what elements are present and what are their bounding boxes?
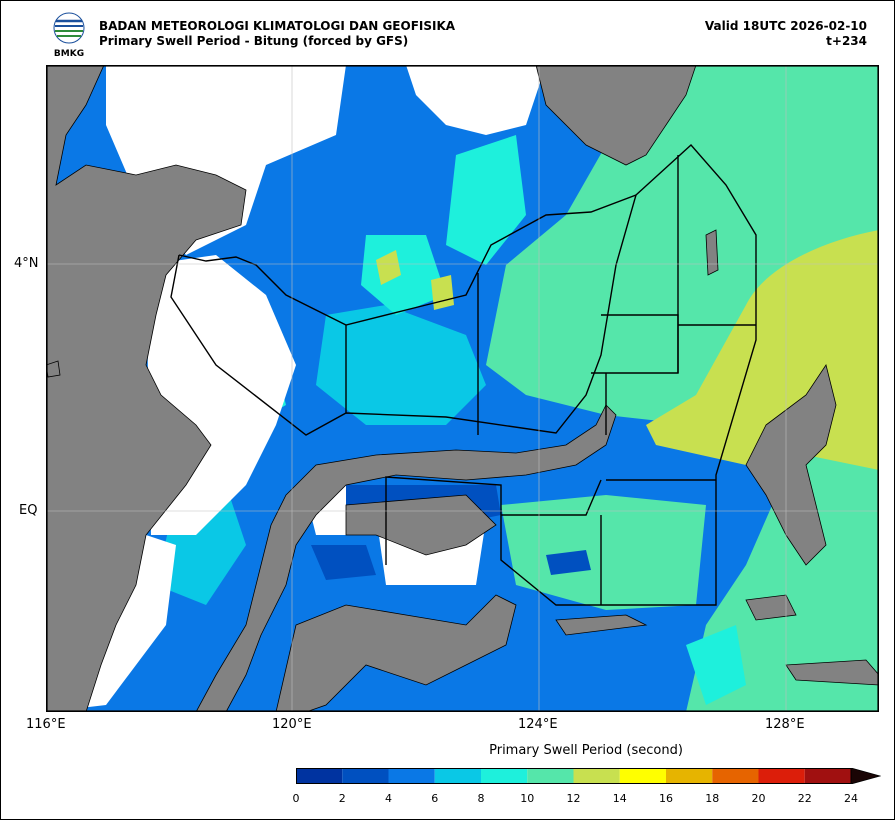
land-borneo [46,65,247,712]
colorbar-extend-arrow [850,768,881,784]
colorbar-segment [712,768,759,784]
colorbar-segment [758,768,805,784]
zone-12-14-small-1 [376,250,401,285]
x-tick-120: 120°E [272,717,312,732]
zone-10-12-east [486,65,879,712]
zone-2-4-tomini [311,545,376,580]
x-tick-128: 128°E [765,717,805,732]
colorbar-segment [434,768,481,784]
header-right: Valid 18UTC 2026-02-10 t+234 [705,19,867,49]
y-tick-4n: 4°N [14,256,39,271]
map-title: Primary Swell Period - Bitung (forced by… [99,34,409,48]
map-border [46,65,879,712]
land-mindanao [535,65,697,166]
zone-8-10-mid [361,235,446,315]
colorbar-border [296,768,852,784]
x-tick-116: 116°E [26,717,66,732]
colorbar-segment [342,768,389,784]
valid-time: Valid 18UTC 2026-02-10 [704,19,867,33]
land-layer [46,65,879,712]
colorbar-label: 4 [385,792,392,805]
colorbar-segment [388,768,435,784]
colorbar-label: 12 [566,792,581,805]
colorbar-title: Primary Swell Period (second) [489,743,683,758]
land-seram [785,659,879,686]
lead-time: t+234 [826,34,867,48]
colorbar-label: 0 [292,792,300,805]
colorbar-label: 10 [520,792,535,805]
land-sula [555,614,648,636]
colorbar-label: 8 [477,792,485,805]
zone-2-4-maluku [546,550,591,575]
colorbar-segment [481,768,528,784]
colorbar-segment [666,768,713,784]
colorbar-label: 2 [338,792,346,805]
swell-period-map [46,65,879,712]
colorbar-label: 18 [705,792,720,805]
zone-8-10-nw [446,135,526,265]
colorbar-label: 6 [431,792,439,805]
zone-8-10-sw [686,625,746,705]
colorbar-segment [573,768,620,784]
nodata-northeast [406,65,546,135]
header-left: BADAN METEOROLOGI KLIMATOLOGI DAN GEOFIS… [99,19,455,49]
colorbar-label: 22 [797,792,812,805]
land-halmahera [745,364,837,566]
colorbar-segment [296,768,343,784]
colorbar-label: 14 [612,792,627,805]
zone-10-12-south [501,495,706,610]
boundary-lines [170,144,757,606]
graticule [46,65,879,712]
colorbar-label: 20 [751,792,766,805]
zone-6-8-central [316,305,486,425]
agency-name: BADAN METEOROLOGI KLIMATOLOGI DAN GEOFIS… [99,19,456,33]
x-tick-124: 124°E [518,717,558,732]
zone-12-14-small-2 [431,275,454,310]
colorbar-segment [527,768,574,784]
land-sulawesi-east-arm [345,494,497,556]
colorbar-segment [804,768,851,784]
colorbar-label: 24 [844,792,858,805]
colorbar-label: 16 [659,792,673,805]
colorbar-segment [619,768,666,784]
colorbar [296,768,881,784]
land-buru [745,594,797,621]
land-sangihe [705,229,719,276]
logo-text: BMKG [54,49,84,58]
bmkg-logo: BMKG [53,12,85,58]
y-tick-eq: EQ [19,503,38,518]
land-sulawesi-north-arm [195,404,617,712]
